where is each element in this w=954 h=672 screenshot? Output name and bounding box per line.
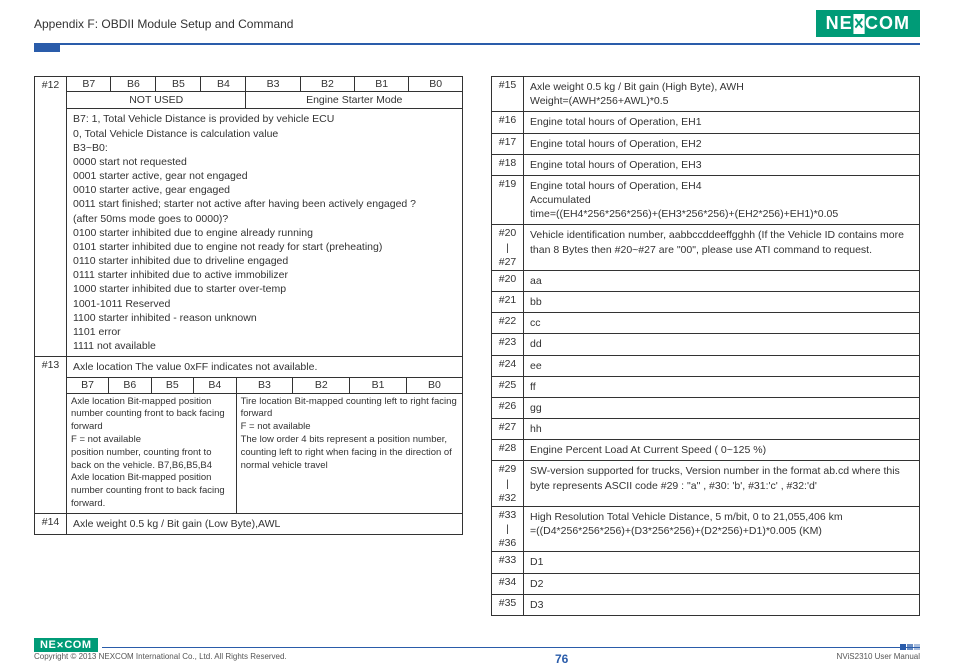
row-idx: #20 bbox=[492, 270, 524, 291]
row-text: D2 bbox=[524, 573, 920, 594]
row-12-body: B7: 1, Total Vehicle Distance is provide… bbox=[67, 109, 462, 356]
footer-squares-icon bbox=[900, 644, 920, 650]
bit-header-row: B7 B6 B5 B4 B3 B2 B1 B0 bbox=[67, 77, 462, 92]
bit-table-13: Axle location The value 0xFF indicates n… bbox=[67, 357, 462, 513]
table-row: #20 | #27Vehicle identification number, … bbox=[492, 225, 920, 271]
row-text: Axle weight 0.5 kg / Bit gain (High Byte… bbox=[524, 77, 920, 112]
footer-divider: NE✕COM bbox=[34, 647, 920, 648]
table-row: #34D2 bbox=[492, 573, 920, 594]
table-row: #33 | #36High Resolution Total Vehicle D… bbox=[492, 506, 920, 552]
row-text: Engine total hours of Operation, EH2 bbox=[524, 133, 920, 154]
page-number: 76 bbox=[555, 652, 568, 666]
table-row: #35D3 bbox=[492, 594, 920, 615]
row-idx: #34 bbox=[492, 573, 524, 594]
row-idx: #14 bbox=[35, 513, 67, 534]
row-14: #14 Axle weight 0.5 kg / Bit gain (Low B… bbox=[35, 513, 463, 534]
row-idx: #17 bbox=[492, 133, 524, 154]
row-idx: #21 bbox=[492, 292, 524, 313]
table-row: #26gg bbox=[492, 397, 920, 418]
left-column: #12 B7 B6 B5 B4 B3 B2 B1 B0 bbox=[34, 76, 463, 616]
row-text: bb bbox=[524, 292, 920, 313]
manual-name: NViS2310 User Manual bbox=[837, 652, 920, 666]
row-text: Engine total hours of Operation, EH3 bbox=[524, 154, 920, 175]
row-13: #13 Axle location The value 0xFF indicat… bbox=[35, 357, 463, 514]
table-row: #20aa bbox=[492, 270, 920, 291]
table-row: #21bb bbox=[492, 292, 920, 313]
row-text: Vehicle identification number, aabbccdde… bbox=[524, 225, 920, 271]
row-text: SW-version supported for trucks, Version… bbox=[524, 461, 920, 507]
appendix-title: Appendix F: OBDII Module Setup and Comma… bbox=[34, 17, 293, 31]
row-idx: #13 bbox=[35, 357, 67, 514]
table-row: #28Engine Percent Load At Current Speed … bbox=[492, 440, 920, 461]
row-text: ff bbox=[524, 376, 920, 397]
table-row: #27hh bbox=[492, 419, 920, 440]
row-idx: #25 bbox=[492, 376, 524, 397]
table-row: #15Axle weight 0.5 kg / Bit gain (High B… bbox=[492, 77, 920, 112]
table-row: #17Engine total hours of Operation, EH2 bbox=[492, 133, 920, 154]
row-text: High Resolution Total Vehicle Distance, … bbox=[524, 506, 920, 552]
row-13-title: Axle location The value 0xFF indicates n… bbox=[67, 357, 462, 378]
table-row: #16Engine total hours of Operation, EH1 bbox=[492, 112, 920, 133]
row-text: D3 bbox=[524, 594, 920, 615]
row-idx: #12 bbox=[35, 77, 67, 357]
row-idx: #15 bbox=[492, 77, 524, 112]
row-12-cell: B7 B6 B5 B4 B3 B2 B1 B0 NOT USED Engine … bbox=[67, 77, 463, 357]
content-area: #12 B7 B6 B5 B4 B3 B2 B1 B0 bbox=[0, 56, 954, 616]
row-text: aa bbox=[524, 270, 920, 291]
bit-span-row: NOT USED Engine Starter Mode bbox=[67, 92, 462, 109]
footer-text-row: Copyright © 2013 NEXCOM International Co… bbox=[34, 652, 920, 666]
footer-logo: NE✕COM bbox=[34, 639, 102, 651]
nexcom-logo: NE✕COM bbox=[816, 10, 920, 37]
page-footer: NE✕COM Copyright © 2013 NEXCOM Internati… bbox=[34, 647, 920, 666]
table-row: #19Engine total hours of Operation, EH4 … bbox=[492, 175, 920, 225]
copyright-text: Copyright © 2013 NEXCOM International Co… bbox=[34, 652, 287, 666]
table-row: #18Engine total hours of Operation, EH3 bbox=[492, 154, 920, 175]
row-text: cc bbox=[524, 313, 920, 334]
table-row: #25ff bbox=[492, 376, 920, 397]
row-14-text: Axle weight 0.5 kg / Bit gain (Low Byte)… bbox=[67, 513, 463, 534]
row-idx: #33 | #36 bbox=[492, 506, 524, 552]
table-row: #24ee bbox=[492, 355, 920, 376]
row-text: D1 bbox=[524, 552, 920, 573]
row-idx: #18 bbox=[492, 154, 524, 175]
row-idx: #22 bbox=[492, 313, 524, 334]
row-idx: #27 bbox=[492, 419, 524, 440]
row-idx: #26 bbox=[492, 397, 524, 418]
row-13-cell: Axle location The value 0xFF indicates n… bbox=[67, 357, 463, 514]
row-text: Engine Percent Load At Current Speed ( 0… bbox=[524, 440, 920, 461]
row-text: Engine total hours of Operation, EH1 bbox=[524, 112, 920, 133]
bit-header-row: B7 B6 B5 B4 B3 B2 B1 B0 bbox=[67, 378, 462, 393]
row-idx: #28 bbox=[492, 440, 524, 461]
row-idx: #33 bbox=[492, 552, 524, 573]
row-text: Engine total hours of Operation, EH4 Acc… bbox=[524, 175, 920, 225]
row-idx: #23 bbox=[492, 334, 524, 355]
row-idx: #35 bbox=[492, 594, 524, 615]
row-idx: #16 bbox=[492, 112, 524, 133]
row-idx: #29 | #32 bbox=[492, 461, 524, 507]
bit-table-12: B7 B6 B5 B4 B3 B2 B1 B0 NOT USED Engine … bbox=[67, 77, 462, 356]
table-row: #29 | #32SW-version supported for trucks… bbox=[492, 461, 920, 507]
row-idx: #20 | #27 bbox=[492, 225, 524, 271]
row-13-body: Axle location Bit-mapped position number… bbox=[67, 393, 462, 513]
row-text: hh bbox=[524, 419, 920, 440]
right-column: #15Axle weight 0.5 kg / Bit gain (High B… bbox=[491, 76, 920, 616]
header-divider bbox=[34, 43, 920, 50]
row-idx: #24 bbox=[492, 355, 524, 376]
row-text: dd bbox=[524, 334, 920, 355]
table-row: #22cc bbox=[492, 313, 920, 334]
row-idx: #19 bbox=[492, 175, 524, 225]
left-table: #12 B7 B6 B5 B4 B3 B2 B1 B0 bbox=[34, 76, 463, 535]
row-text: ee bbox=[524, 355, 920, 376]
row-text: gg bbox=[524, 397, 920, 418]
right-table: #15Axle weight 0.5 kg / Bit gain (High B… bbox=[491, 76, 920, 616]
table-row: #23dd bbox=[492, 334, 920, 355]
page-header: Appendix F: OBDII Module Setup and Comma… bbox=[0, 0, 954, 43]
table-row: #33D1 bbox=[492, 552, 920, 573]
row-12: #12 B7 B6 B5 B4 B3 B2 B1 B0 bbox=[35, 77, 463, 357]
